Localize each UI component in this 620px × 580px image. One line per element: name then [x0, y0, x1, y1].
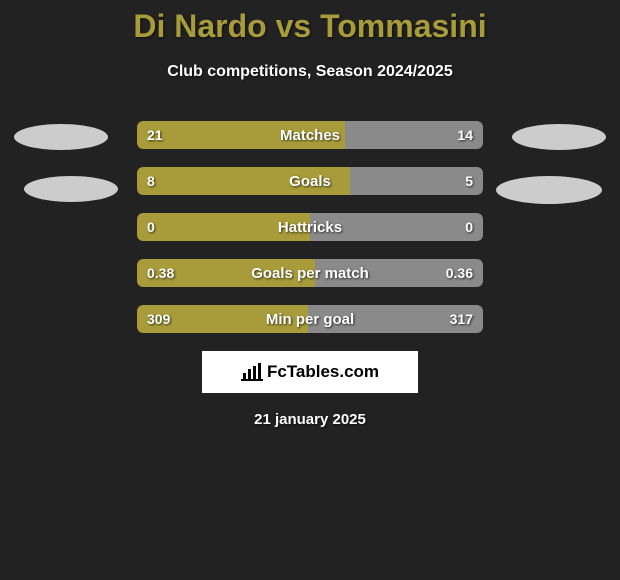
stat-value-left: 309: [147, 305, 170, 333]
player-placeholder-right: [512, 124, 606, 150]
stat-bar-right: [350, 167, 483, 195]
page-title: Di Nardo vs Tommasini: [0, 0, 620, 45]
player-placeholder-right: [496, 176, 602, 204]
stat-value-left: 0.38: [147, 259, 174, 287]
stat-value-right: 5: [465, 167, 473, 195]
subtitle: Club competitions, Season 2024/2025: [0, 63, 620, 81]
stat-row: 00Hattricks: [137, 213, 483, 241]
stat-value-right: 14: [457, 121, 473, 149]
player-placeholder-left: [24, 176, 118, 202]
stat-value-left: 21: [147, 121, 163, 149]
stat-value-right: 0: [465, 213, 473, 241]
chart-icon: [241, 363, 263, 381]
footer-logo-box: FcTables.com: [202, 351, 418, 393]
stat-value-left: 0: [147, 213, 155, 241]
stat-bar-left: [137, 121, 345, 149]
date-label: 21 january 2025: [0, 411, 620, 428]
stat-value-left: 8: [147, 167, 155, 195]
stat-bar-right: [310, 213, 483, 241]
stat-value-right: 317: [450, 305, 473, 333]
stat-row: 309317Min per goal: [137, 305, 483, 333]
stat-row: 2114Matches: [137, 121, 483, 149]
stat-bar-left: [137, 213, 310, 241]
stat-value-right: 0.36: [446, 259, 473, 287]
stat-bar-left: [137, 167, 350, 195]
player-placeholder-left: [14, 124, 108, 150]
footer-label: FcTables.com: [267, 362, 379, 382]
stat-row: 0.380.36Goals per match: [137, 259, 483, 287]
comparison-bars: 2114Matches85Goals00Hattricks0.380.36Goa…: [137, 121, 483, 333]
stat-row: 85Goals: [137, 167, 483, 195]
